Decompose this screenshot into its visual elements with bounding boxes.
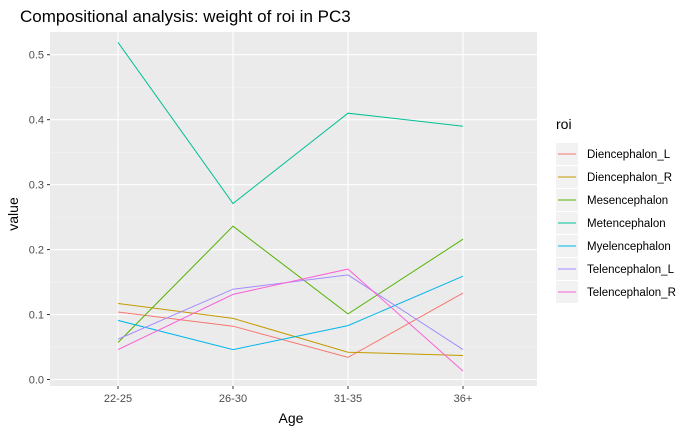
- y-tick-label: 0.3: [29, 180, 44, 192]
- plot-panel: [50, 32, 537, 386]
- y-axis: 0.0 0.1 0.2 0.3 0.4 0.5: [29, 50, 50, 387]
- x-axis: 22-25 26-30 31-35 36+: [104, 386, 472, 405]
- series-line-myelencephalon: [117, 275, 464, 351]
- series-line-metencephalon: [117, 42, 464, 205]
- legend-label: Telencephalon_L: [587, 264, 675, 276]
- legend-title: roi: [556, 116, 572, 132]
- x-tick-label: 36+: [454, 393, 473, 405]
- series-line-telencephalon-r: [117, 268, 464, 372]
- series-line-diencephalon-r: [117, 303, 464, 356]
- series-line-diencephalon-l: [117, 292, 464, 358]
- chart-title: Compositional analysis: weight of roi in…: [20, 7, 351, 26]
- panel-background: [50, 32, 537, 386]
- x-tick-label: 22-25: [104, 393, 132, 405]
- legend: roi Diencephalon_L Diencephalon_R Mesencep…: [556, 116, 676, 303]
- y-tick-label: 0.2: [29, 245, 44, 257]
- y-tick-label: 0.4: [29, 115, 44, 127]
- series-line-mesencephalon: [117, 225, 464, 343]
- legend-label: Myelencephalon: [587, 241, 671, 253]
- legend-label: Metencephalon: [587, 218, 666, 230]
- legend-label: Diencephalon_R: [587, 172, 672, 184]
- grid-lines: [50, 32, 537, 386]
- x-tick-label: 31-35: [334, 393, 362, 405]
- legend-label: Diencephalon_L: [587, 149, 671, 161]
- y-tick-label: 0.1: [29, 310, 44, 322]
- y-tick-label: 0.5: [29, 50, 44, 62]
- y-tick-label: 0.0: [29, 375, 44, 387]
- x-axis-title: Age: [279, 410, 304, 426]
- legend-label: Mesencephalon: [587, 195, 668, 207]
- series-lines: [117, 42, 464, 372]
- y-axis-title: value: [5, 197, 21, 231]
- legend-label: Telencephalon_R: [587, 287, 676, 299]
- x-tick-label: 26-30: [219, 393, 247, 405]
